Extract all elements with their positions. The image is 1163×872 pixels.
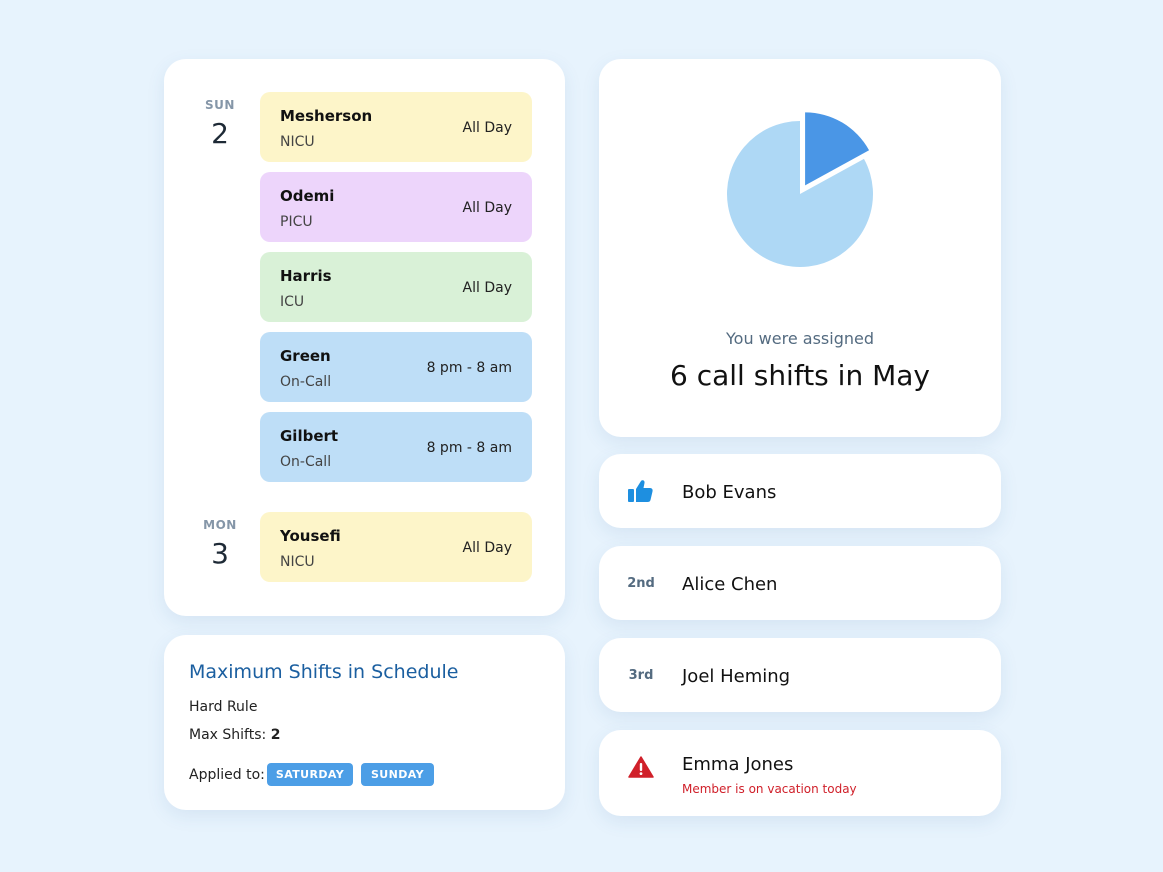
shift-unit: PICU [280, 214, 313, 230]
member-card-joel-heming[interactable]: 3rd Joel Heming [599, 638, 1001, 712]
member-note: Member is on vacation today [682, 782, 857, 796]
shift-card-mesherson[interactable]: Mesherson NICU All Day [260, 92, 532, 162]
max-shifts-value: 2 [270, 727, 281, 743]
day-weekday: SUN [205, 98, 235, 112]
shift-name: Harris [280, 267, 332, 285]
shift-name: Odemi [280, 187, 335, 205]
shift-card-odemi[interactable]: Odemi PICU All Day [260, 172, 532, 242]
rule-card: Maximum Shifts in Schedule Hard Rule Max… [164, 635, 565, 810]
rule-max-shifts: Max Shifts: 2 [189, 727, 280, 743]
applied-to-label: Applied to: [189, 767, 265, 783]
member-name: Alice Chen [682, 574, 778, 595]
member-card-alice-chen[interactable]: 2nd Alice Chen [599, 546, 1001, 620]
thumbs-up-icon [628, 480, 653, 502]
shift-unit: NICU [280, 134, 315, 150]
member-name: Joel Heming [682, 666, 791, 687]
shift-card-green[interactable]: Green On-Call 8 pm - 8 am [260, 332, 532, 402]
shift-time: All Day [462, 540, 512, 556]
day-date: 3 [211, 537, 229, 570]
tag-sunday[interactable]: SUNDAY [361, 763, 434, 786]
shift-unit: On-Call [280, 454, 332, 470]
shift-name: Green [280, 347, 331, 365]
day-date: 2 [211, 117, 229, 150]
shift-card-gilbert[interactable]: Gilbert On-Call 8 pm - 8 am [260, 412, 532, 482]
day-weekday: MON [203, 518, 237, 532]
shift-card-yousefi[interactable]: Yousefi NICU All Day [260, 512, 532, 582]
shift-unit: ICU [280, 294, 305, 310]
summary-card: You were assigned 6 call shifts in May [599, 59, 1001, 437]
shift-time: All Day [462, 200, 512, 216]
shift-time: All Day [462, 280, 512, 296]
warning-icon [628, 756, 654, 778]
member-name: Emma Jones [682, 754, 794, 775]
shift-time: 8 pm - 8 am [426, 440, 512, 456]
rule-type: Hard Rule [189, 699, 258, 715]
member-card-bob-evans[interactable]: Bob Evans [599, 454, 1001, 528]
shift-card-harris[interactable]: Harris ICU All Day [260, 252, 532, 322]
rule-title[interactable]: Maximum Shifts in Schedule [189, 661, 459, 683]
shift-name: Gilbert [280, 427, 339, 445]
shift-time: 8 pm - 8 am [426, 360, 512, 376]
shift-name: Mesherson [280, 107, 373, 125]
pie-slice-rest [727, 121, 873, 267]
member-card-emma-jones[interactable]: Emma Jones Member is on vacation today [599, 730, 1001, 816]
pie-slice-highlight [805, 112, 870, 186]
summary-headline: 6 call shifts in May [670, 359, 930, 392]
member-rank: 2nd [627, 576, 655, 591]
shift-name: Yousefi [280, 527, 341, 545]
tag-saturday[interactable]: SATURDAY [267, 763, 353, 786]
schedule-card: SUN 2 Mesherson NICU All Day Odemi PICU … [164, 59, 565, 616]
shift-unit: On-Call [280, 374, 332, 390]
member-name: Bob Evans [682, 482, 777, 503]
assigned-shifts-pie-chart [727, 112, 873, 267]
max-shifts-label: Max Shifts: [189, 727, 267, 743]
shift-unit: NICU [280, 554, 315, 570]
shift-time: All Day [462, 120, 512, 136]
member-rank: 3rd [628, 668, 654, 683]
summary-subtitle: You were assigned [726, 329, 874, 348]
